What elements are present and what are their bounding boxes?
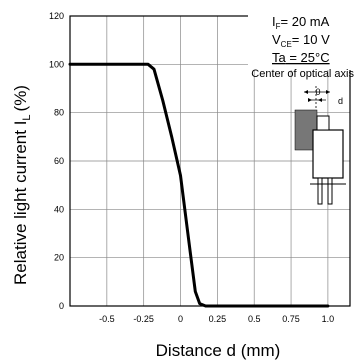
y-tick-label: 80: [54, 108, 64, 118]
x-tick-label: 0: [178, 314, 183, 324]
condition-ta: Ta = 25°C: [272, 50, 330, 65]
x-tick-label: 0.5: [248, 314, 261, 324]
y-tick-label: 20: [54, 253, 64, 263]
x-tick-label: -0.5: [99, 314, 115, 324]
x-tick-label: 0.75: [282, 314, 300, 324]
y-axis-label: Relative light current IL(%): [11, 85, 33, 285]
y-axis-ticks: 0 20 40 60 80 100 120: [49, 11, 64, 311]
x-tick-label: 0.25: [209, 314, 227, 324]
y-tick-label: 120: [49, 11, 64, 21]
x-axis-label: Distance d (mm): [156, 341, 281, 360]
condition-vce: VCE= 10 V: [272, 32, 330, 49]
y-tick-label: 0: [59, 301, 64, 311]
x-tick-label: 1.0: [322, 314, 335, 324]
y-tick-label: 40: [54, 204, 64, 214]
optical-axis-label: Center of optical axis: [251, 68, 354, 80]
data-line: [68, 62, 330, 308]
condition-if: IF= 20 mA: [272, 14, 330, 31]
svg-text:0: 0: [315, 87, 320, 97]
x-tick-label: -0.25: [133, 314, 154, 324]
y-tick-label: 60: [54, 156, 64, 166]
x-axis-ticks: -0.5 -0.25 0 0.25 0.5 0.75 1.0: [99, 314, 334, 324]
svg-text:d: d: [338, 96, 343, 106]
sensor-diagram: 0 d: [294, 86, 346, 205]
conditions-background: [248, 14, 356, 70]
y-tick-label: 100: [49, 59, 64, 69]
